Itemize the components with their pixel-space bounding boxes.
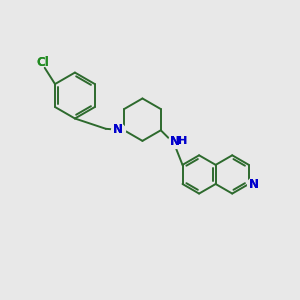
Text: Cl: Cl <box>37 56 50 69</box>
Text: N: N <box>170 135 180 148</box>
Text: H: H <box>178 136 187 146</box>
Text: N: N <box>249 178 259 190</box>
Text: H: H <box>178 136 187 146</box>
Text: N: N <box>249 178 259 190</box>
Text: N: N <box>170 135 180 148</box>
Text: Cl: Cl <box>37 56 50 69</box>
Text: N: N <box>113 123 123 136</box>
Text: N: N <box>113 123 123 136</box>
